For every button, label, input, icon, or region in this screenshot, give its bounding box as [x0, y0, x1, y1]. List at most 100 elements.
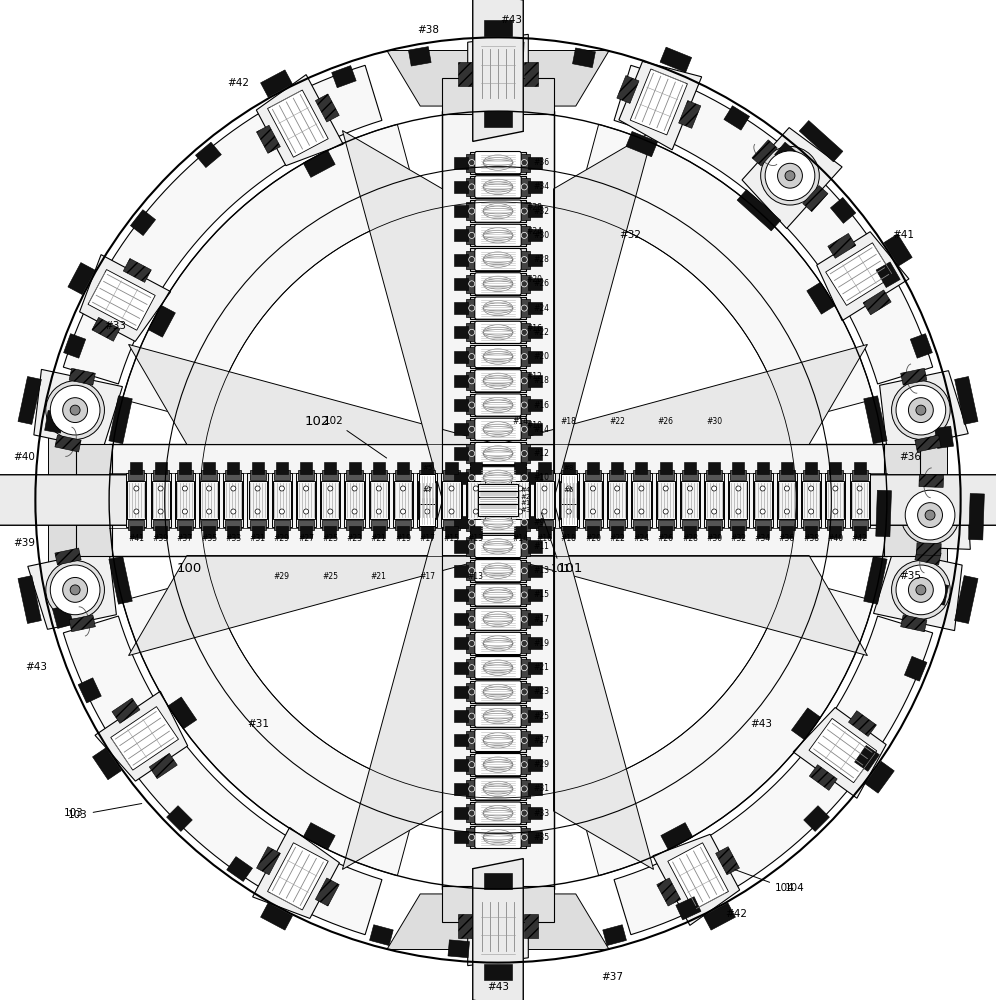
Text: #36: #36	[779, 534, 795, 543]
Text: #31: #31	[533, 784, 550, 793]
Polygon shape	[92, 317, 120, 341]
Circle shape	[469, 305, 475, 311]
Circle shape	[521, 640, 527, 646]
Polygon shape	[470, 200, 526, 222]
Polygon shape	[300, 462, 312, 474]
FancyBboxPatch shape	[475, 657, 521, 679]
Circle shape	[70, 585, 80, 595]
Polygon shape	[371, 470, 386, 480]
Text: #13: #13	[533, 566, 550, 575]
Text: 100: 100	[176, 562, 201, 575]
Polygon shape	[343, 500, 442, 869]
Circle shape	[231, 509, 236, 514]
Circle shape	[473, 509, 478, 514]
Circle shape	[521, 184, 527, 190]
Circle shape	[566, 509, 572, 514]
Polygon shape	[453, 399, 468, 411]
Circle shape	[376, 486, 381, 491]
Polygon shape	[49, 389, 104, 611]
Polygon shape	[466, 372, 478, 390]
Polygon shape	[112, 698, 140, 723]
Polygon shape	[563, 462, 575, 474]
Polygon shape	[151, 481, 169, 519]
Polygon shape	[518, 707, 530, 725]
Circle shape	[231, 486, 236, 491]
Text: #10: #10	[533, 473, 550, 482]
Circle shape	[615, 509, 620, 514]
Text: #24: #24	[526, 227, 542, 236]
Polygon shape	[915, 548, 941, 565]
Text: #25: #25	[533, 712, 550, 721]
Text: #15: #15	[533, 590, 550, 599]
Polygon shape	[528, 447, 543, 460]
Polygon shape	[453, 831, 468, 843]
FancyBboxPatch shape	[475, 224, 521, 246]
Polygon shape	[518, 154, 530, 172]
Polygon shape	[179, 526, 191, 538]
Polygon shape	[109, 556, 132, 604]
Polygon shape	[64, 334, 86, 358]
Polygon shape	[724, 106, 750, 130]
Polygon shape	[470, 681, 526, 703]
Circle shape	[521, 257, 527, 263]
Polygon shape	[345, 473, 365, 527]
Polygon shape	[703, 903, 735, 930]
Circle shape	[521, 378, 527, 384]
Polygon shape	[518, 347, 530, 366]
Polygon shape	[514, 526, 526, 538]
Polygon shape	[470, 526, 482, 538]
Polygon shape	[470, 321, 526, 343]
Circle shape	[182, 509, 187, 514]
Polygon shape	[111, 707, 178, 770]
Polygon shape	[466, 586, 478, 604]
Polygon shape	[453, 589, 468, 601]
Polygon shape	[528, 637, 543, 649]
Text: 104: 104	[735, 870, 795, 893]
Polygon shape	[470, 224, 526, 246]
Polygon shape	[849, 711, 876, 736]
Polygon shape	[854, 526, 866, 538]
Polygon shape	[528, 326, 543, 338]
Polygon shape	[470, 705, 526, 727]
Polygon shape	[518, 731, 530, 749]
Polygon shape	[224, 481, 242, 519]
Polygon shape	[175, 481, 194, 519]
Text: #24: #24	[533, 304, 550, 313]
Polygon shape	[152, 520, 168, 530]
Polygon shape	[528, 589, 543, 601]
Polygon shape	[34, 369, 123, 450]
Text: #27: #27	[298, 534, 314, 543]
Circle shape	[304, 509, 309, 514]
Polygon shape	[466, 420, 478, 438]
Polygon shape	[179, 462, 191, 474]
Circle shape	[376, 509, 381, 514]
Circle shape	[785, 171, 795, 181]
Polygon shape	[498, 344, 868, 444]
Text: #17: #17	[533, 615, 550, 624]
Polygon shape	[466, 610, 478, 628]
Polygon shape	[510, 473, 530, 527]
Polygon shape	[934, 426, 953, 448]
Circle shape	[70, 405, 80, 415]
Polygon shape	[528, 399, 543, 411]
Polygon shape	[900, 368, 927, 385]
Polygon shape	[466, 347, 478, 366]
Polygon shape	[257, 847, 281, 875]
Polygon shape	[656, 481, 674, 519]
Circle shape	[687, 509, 692, 514]
Polygon shape	[256, 75, 344, 166]
Circle shape	[33, 35, 963, 965]
Text: #25: #25	[323, 534, 339, 543]
Polygon shape	[585, 520, 601, 530]
Polygon shape	[518, 226, 530, 244]
Text: #34: #34	[755, 534, 771, 543]
Circle shape	[521, 786, 527, 792]
Polygon shape	[503, 41, 524, 58]
Text: #3: #3	[520, 507, 531, 513]
Polygon shape	[250, 520, 266, 530]
Circle shape	[521, 810, 527, 816]
Text: #5: #5	[422, 465, 432, 471]
Circle shape	[255, 486, 260, 491]
Polygon shape	[457, 62, 472, 86]
Circle shape	[521, 281, 527, 287]
